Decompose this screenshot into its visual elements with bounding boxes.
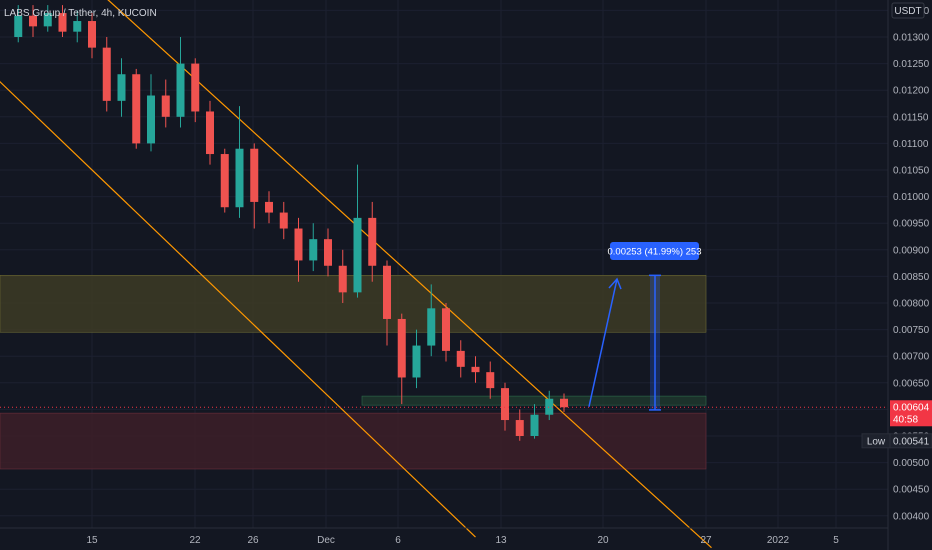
candle-body-9 <box>147 95 155 144</box>
candle-body-29 <box>442 308 450 351</box>
channel-line-0 <box>107 0 712 549</box>
candle-body-22 <box>338 265 347 293</box>
current-price-box <box>890 400 932 427</box>
candle-body-1 <box>29 15 37 27</box>
resistance-zone <box>0 275 707 333</box>
projection-arrow <box>588 278 618 407</box>
candle-body-20 <box>309 239 318 261</box>
candle-body-3 <box>58 13 67 32</box>
candle-body-26 <box>397 318 406 378</box>
candle-body-21 <box>324 239 332 266</box>
time-tick-2: 26 <box>247 535 259 546</box>
candle-body-31 <box>471 366 480 373</box>
candle-body-35 <box>530 414 539 436</box>
measure-label-box <box>610 242 699 260</box>
price-tick-12: 0.00750 <box>893 325 930 336</box>
time-tick-4: 6 <box>395 535 401 546</box>
price-scale[interactable]: 0.013500.013000.012500.012000.011500.011… <box>887 0 930 550</box>
price-tick-14: 0.00650 <box>893 378 930 389</box>
candle-body-13 <box>206 111 214 155</box>
candle-body-23 <box>353 217 362 293</box>
channel-lines <box>0 0 712 549</box>
price-tick-19: 0.00400 <box>893 511 930 522</box>
candle-body-2 <box>43 13 52 27</box>
measure-tool: 0.00253 (41.99%) 253 <box>588 242 702 411</box>
low-label: Low <box>867 436 886 447</box>
low-marker: Low 0.00541 <box>861 433 932 449</box>
time-tick-7: 27 <box>700 535 712 546</box>
price-tick-3: 0.01200 <box>893 86 930 97</box>
price-tick-9: 0.00900 <box>893 245 930 256</box>
candle-body-5 <box>88 21 96 48</box>
candle-body-8 <box>132 74 141 144</box>
time-tick-8: 2022 <box>767 535 790 546</box>
candle-body-12 <box>191 63 200 112</box>
candle-body-0 <box>14 15 23 37</box>
candle-body-10 <box>161 95 170 117</box>
candle-body-28 <box>427 308 436 346</box>
time-scale[interactable]: 15 22 26 Dec 6 13 20 27 2022 5 <box>0 527 888 546</box>
price-tick-18: 0.00450 <box>893 485 930 496</box>
zones <box>0 275 707 470</box>
countdown-timer: 40:58 <box>893 414 918 425</box>
time-tick-3: Dec <box>317 535 335 546</box>
candle-body-36 <box>545 398 554 415</box>
candle-body-24 <box>368 217 377 266</box>
measure-label: 0.00253 (41.99%) 253 <box>607 247 701 258</box>
time-tick-5: 13 <box>495 535 507 546</box>
price-tick-17: 0.00500 <box>893 458 930 469</box>
price-tick-11: 0.00800 <box>893 299 930 310</box>
price-tick-2: 0.01250 <box>893 59 930 70</box>
time-tick-0: 15 <box>86 535 98 546</box>
current-price-tag: 0.00604 40:58 <box>890 400 932 427</box>
candle-body-19 <box>294 228 303 261</box>
low-value-box <box>889 433 932 449</box>
candle-body-27 <box>412 345 421 378</box>
candle-body-11 <box>176 63 185 117</box>
candle-body-15 <box>235 148 244 208</box>
candle-body-14 <box>220 154 229 208</box>
candle-body-32 <box>486 372 495 389</box>
price-tick-10: 0.00850 <box>893 272 930 283</box>
currency-button[interactable] <box>891 2 925 19</box>
candle-body-17 <box>265 201 273 213</box>
candle-body-7 <box>117 74 126 101</box>
time-tick-6: 20 <box>597 535 609 546</box>
candle-body-37 <box>560 398 568 408</box>
price-tick-5: 0.01100 <box>893 139 929 150</box>
candle-body-4 <box>73 21 82 32</box>
candle-body-18 <box>279 212 288 229</box>
candle-body-30 <box>456 350 465 367</box>
candles <box>14 5 568 441</box>
price-tick-4: 0.01150 <box>893 112 929 123</box>
price-tick-8: 0.00950 <box>893 219 930 230</box>
candle-body-16 <box>250 148 259 202</box>
candle-body-33 <box>501 388 509 421</box>
price-tick-7: 0.01000 <box>893 192 930 203</box>
price-tick-1: 0.01300 <box>893 33 930 44</box>
time-tick-1: 22 <box>189 535 201 546</box>
candle-body-25 <box>383 265 391 319</box>
support-zone <box>0 412 707 470</box>
time-tick-9: 5 <box>833 535 839 546</box>
price-tick-13: 0.00700 <box>893 352 930 363</box>
arrow-head-icon <box>608 277 622 290</box>
chart-title: LABS Group / Tether, 4h, KUCOIN <box>4 8 157 19</box>
channel-line-1 <box>0 80 476 538</box>
candle-body-6 <box>102 47 111 101</box>
current-price-value: 0.00604 <box>893 402 930 413</box>
low-value: 0.00541 <box>893 436 930 447</box>
currency-label: USDT <box>894 6 921 17</box>
price-tick-6: 0.01050 <box>893 166 930 177</box>
candle-body-34 <box>515 420 524 436</box>
